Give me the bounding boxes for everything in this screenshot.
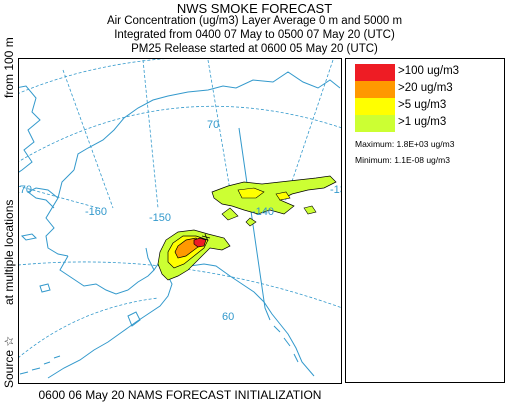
plume-level-100 — [193, 237, 207, 248]
seward-peninsula — [27, 187, 59, 209]
release-height-label: from 100 m — [2, 37, 16, 98]
release-locations-label: at multiple locations — [2, 199, 16, 305]
concentration-line: Air Concentration (ug/m3) Layer Average … — [106, 15, 403, 27]
lat-label-60: 60 — [222, 311, 234, 323]
legend-swatch-1 — [355, 115, 395, 132]
southeast-alaska-islands — [273, 325, 299, 363]
integration-period-line: Integrated from 0400 07 May to 0500 07 M… — [114, 29, 395, 41]
plume-ne-level-5 — [237, 187, 265, 199]
latitude-line-70 — [19, 105, 341, 162]
legend-swatch-5 — [355, 98, 395, 115]
meridian-low — [19, 297, 159, 358]
aleutian-chain — [19, 355, 61, 375]
legend-label-20: >20 ug/m3 — [398, 82, 453, 94]
kodiak-island — [127, 311, 141, 327]
legend-label-5: >5 ug/m3 — [398, 99, 447, 111]
legend-swatch-100 — [355, 64, 395, 81]
lat-label-70: 70 — [207, 119, 219, 131]
source-label: Source ☆ — [2, 335, 16, 388]
legend-label-100: >100 ug/m3 — [398, 65, 460, 77]
plume-ne-main — [211, 175, 337, 215]
siberia-coastline — [19, 85, 41, 173]
map-frame — [18, 58, 342, 384]
lon-label-140: -140 — [252, 206, 274, 218]
legend-item-1: >1 ug/m3 — [355, 115, 505, 132]
lon-label-130: -130 — [330, 184, 342, 196]
latitude-line-north — [19, 59, 166, 94]
release-start-line: PM25 Release started at 0600 05 May 20 (… — [131, 43, 378, 55]
maximum-value: Maximum: 1.8E+03 ug/m3 — [355, 139, 455, 149]
legend-item-20: >20 ug/m3 — [355, 81, 505, 98]
lon-label-170: -170 — [18, 184, 32, 196]
smoke-plume-interior — [157, 229, 231, 281]
forecast-initialization-label: 0600 06 May 20 NAMS FORECAST INITIALIZAT… — [38, 388, 322, 402]
plume-ne-fragment — [303, 205, 317, 215]
meridian-160 — [62, 69, 114, 209]
smoke-plume-northeast — [211, 175, 337, 227]
legend-item-100: >100 ug/m3 — [355, 64, 505, 81]
legend-item-5: >5 ug/m3 — [355, 98, 505, 115]
plume-ne-fragment — [245, 217, 257, 227]
meridian-140 — [207, 59, 234, 209]
plume-hotspot — [201, 233, 211, 242]
alaska-coastline — [45, 71, 341, 379]
legend-swatch-20 — [355, 81, 395, 98]
nunivak-island — [39, 283, 51, 293]
legend-label-1: >1 ug/m3 — [398, 116, 447, 128]
minimum-value: Minimum: 1.1E-08 ug/m3 — [355, 155, 450, 165]
chart-title: NWS SMOKE FORECAST — [176, 1, 333, 16]
plume-ne-fragment — [221, 207, 239, 221]
legend: >100 ug/m3 >20 ug/m3 >5 ug/m3 >1 ug/m3 M… — [345, 58, 505, 383]
st-lawrence-island — [20, 233, 38, 241]
lon-label-150: -150 — [149, 212, 171, 224]
smoke-forecast-map: -170 -160 -150 -140 -130 70 60 — [18, 58, 342, 384]
lon-label-160: -160 — [85, 206, 107, 218]
plume-ne-level-5 — [275, 191, 291, 201]
islands — [19, 233, 299, 375]
